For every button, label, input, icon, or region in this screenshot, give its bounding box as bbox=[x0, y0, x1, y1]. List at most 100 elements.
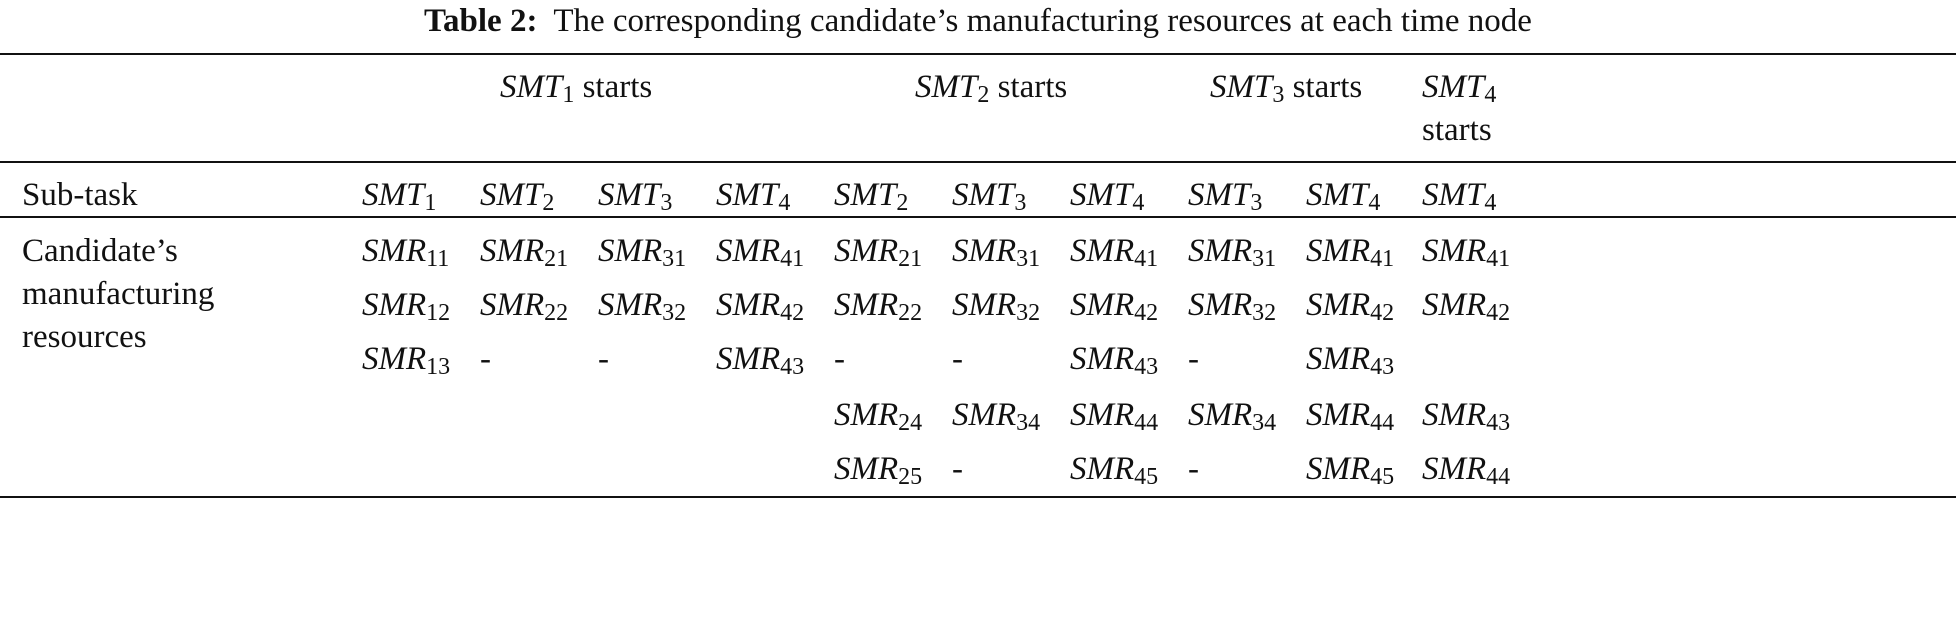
subtask-cell: SMT4 bbox=[1306, 174, 1380, 217]
group-header: SMT1 starts bbox=[500, 66, 652, 109]
symbol: SMR bbox=[1422, 287, 1487, 323]
resource-cell: SMR45 bbox=[1306, 448, 1394, 491]
subscript: 44 bbox=[1486, 464, 1511, 490]
subtask-cell: SMT3 bbox=[598, 174, 672, 217]
subscript: 34 bbox=[1016, 410, 1041, 436]
subscript: 31 bbox=[1016, 246, 1041, 272]
symbol: SMR bbox=[1422, 397, 1487, 433]
resource-cell: - bbox=[834, 341, 845, 377]
resource-cell: SMR44 bbox=[1306, 394, 1394, 437]
subscript: 2 bbox=[896, 190, 909, 216]
symbol: SMR bbox=[480, 287, 545, 323]
rule-top bbox=[0, 53, 1956, 55]
symbol: SMR bbox=[1306, 451, 1371, 487]
subscript: 32 bbox=[662, 300, 687, 326]
resource-cell: SMR45 bbox=[1070, 448, 1158, 491]
symbol: SMR bbox=[1306, 287, 1371, 323]
symbol: SMT bbox=[1210, 69, 1273, 105]
symbol: SMR bbox=[1070, 287, 1135, 323]
symbol: SMT bbox=[1422, 69, 1485, 105]
subscript: 42 bbox=[1134, 300, 1159, 326]
resource-cell: SMR32 bbox=[1188, 284, 1276, 327]
subtask-cell: SMT1 bbox=[362, 174, 436, 217]
symbol: SMR bbox=[1422, 233, 1487, 269]
resource-cell: SMR42 bbox=[1306, 284, 1394, 327]
symbol: SMR bbox=[1188, 397, 1253, 433]
subscript: 3 bbox=[1250, 190, 1263, 216]
subtask-cell: SMT3 bbox=[1188, 174, 1262, 217]
resource-cell: SMR22 bbox=[480, 284, 568, 327]
resource-cell: SMR32 bbox=[952, 284, 1040, 327]
subscript: 22 bbox=[544, 300, 569, 326]
resource-cell: SMR41 bbox=[1422, 230, 1510, 273]
symbol: SMR bbox=[1070, 397, 1135, 433]
resource-cell: SMR21 bbox=[834, 230, 922, 273]
subscript: 3 bbox=[1272, 82, 1285, 108]
subscript: 44 bbox=[1370, 410, 1395, 436]
caption-label: Table 2: bbox=[424, 3, 538, 39]
symbol: SMR bbox=[834, 397, 899, 433]
symbol: SMR bbox=[716, 341, 781, 377]
symbol: SMR bbox=[716, 287, 781, 323]
symbol: SMR bbox=[1070, 233, 1135, 269]
resource-cell: SMR34 bbox=[1188, 394, 1276, 437]
resource-cell: SMR41 bbox=[716, 230, 804, 273]
symbol: SMR bbox=[480, 233, 545, 269]
symbol: SMR bbox=[952, 233, 1017, 269]
group-header-text: starts bbox=[997, 69, 1068, 105]
subscript: 32 bbox=[1252, 300, 1277, 326]
symbol: SMT bbox=[1070, 177, 1133, 213]
subscript: 21 bbox=[544, 246, 569, 272]
symbol: SMR bbox=[598, 233, 663, 269]
subscript: 43 bbox=[780, 354, 805, 380]
symbol: SMT bbox=[598, 177, 661, 213]
resource-cell: SMR42 bbox=[716, 284, 804, 327]
subscript: 31 bbox=[1252, 246, 1277, 272]
subtask-cell: SMT4 bbox=[716, 174, 790, 217]
resource-cell: SMR11 bbox=[362, 230, 449, 273]
subscript: 42 bbox=[780, 300, 805, 326]
symbol: SMR bbox=[834, 233, 899, 269]
subtask-cell: SMT4 bbox=[1422, 174, 1496, 217]
group-header-text: starts bbox=[1422, 112, 1492, 148]
subscript: 4 bbox=[1368, 190, 1381, 216]
group-header: SMT3 starts bbox=[1210, 66, 1362, 109]
symbol: SMR bbox=[362, 287, 427, 323]
resource-cell: SMR44 bbox=[1070, 394, 1158, 437]
resource-cell: SMR21 bbox=[480, 230, 568, 273]
symbol: SMR bbox=[1306, 233, 1371, 269]
resource-cell: - bbox=[952, 451, 963, 487]
subtask-cell: SMT2 bbox=[834, 174, 908, 217]
resource-cell: SMR43 bbox=[1422, 394, 1510, 437]
resource-cell: SMR34 bbox=[952, 394, 1040, 437]
symbol: SMR bbox=[834, 451, 899, 487]
resource-cell: SMR43 bbox=[1070, 338, 1158, 381]
subtask-cell: SMT3 bbox=[952, 174, 1026, 217]
subscript: 41 bbox=[780, 246, 805, 272]
subscript: 41 bbox=[1486, 246, 1511, 272]
symbol: SMR bbox=[716, 233, 781, 269]
symbol: SMR bbox=[1422, 451, 1487, 487]
symbol: SMT bbox=[1306, 177, 1369, 213]
subscript: 13 bbox=[426, 354, 451, 380]
symbol: SMT bbox=[716, 177, 779, 213]
resource-cell: SMR43 bbox=[1306, 338, 1394, 381]
symbol: SMR bbox=[1070, 341, 1135, 377]
resource-cell: - bbox=[1188, 451, 1199, 487]
subscript: 42 bbox=[1486, 300, 1511, 326]
subscript: 44 bbox=[1134, 410, 1159, 436]
caption: Table 2: The corresponding candidate’s m… bbox=[0, 0, 1956, 43]
subscript: 21 bbox=[898, 246, 923, 272]
rule-subtask bbox=[0, 216, 1956, 218]
symbol: SMR bbox=[952, 287, 1017, 323]
subscript: 4 bbox=[1484, 82, 1497, 108]
symbol: SMR bbox=[1188, 287, 1253, 323]
subscript: 1 bbox=[562, 82, 575, 108]
symbol: SMR bbox=[598, 287, 663, 323]
subscript: 32 bbox=[1016, 300, 1041, 326]
group-header-text: starts bbox=[1292, 69, 1363, 105]
subtask-cell: SMT4 bbox=[1070, 174, 1144, 217]
subscript: 31 bbox=[662, 246, 687, 272]
subscript: 34 bbox=[1252, 410, 1277, 436]
